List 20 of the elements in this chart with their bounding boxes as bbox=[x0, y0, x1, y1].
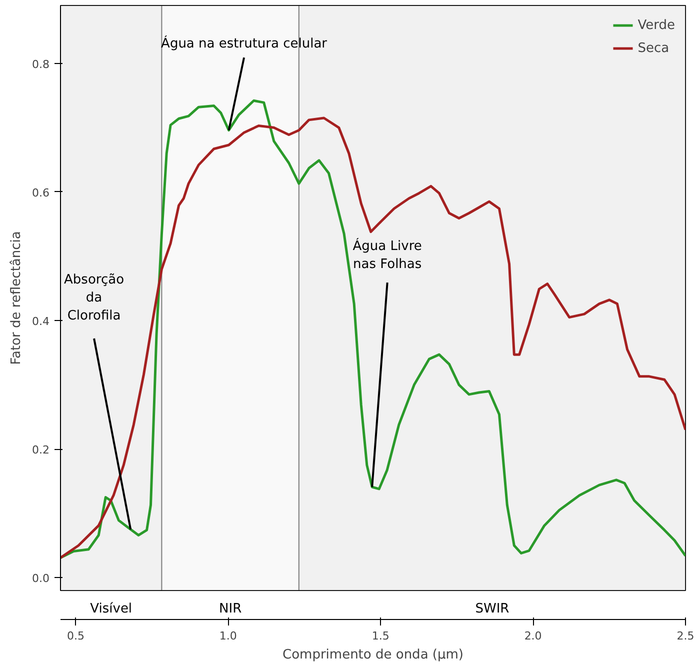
x-tick-label: 2.0 bbox=[524, 630, 542, 642]
band-label: Visível bbox=[90, 602, 132, 616]
y-axis-title: Fator de reflectância bbox=[9, 231, 24, 365]
annotation: Água Livre nas Folhas bbox=[352, 237, 422, 272]
band-label: NIR bbox=[219, 602, 242, 616]
y-tick-label: 0.0 bbox=[32, 572, 50, 586]
legend-label: Seca bbox=[638, 40, 670, 56]
legend-label: Verde bbox=[638, 18, 675, 32]
y-tick-label: 0.6 bbox=[32, 186, 50, 200]
x-tick-label: 1.5 bbox=[372, 630, 390, 642]
x-tick-label: 2.5 bbox=[676, 630, 694, 642]
x-tick-label: 0.5 bbox=[66, 630, 84, 642]
x-axis-title: Comprimento de onda (µm) bbox=[282, 648, 464, 662]
y-tick-label: 0.8 bbox=[32, 58, 50, 71]
x-tick-label: 1.0 bbox=[219, 630, 237, 642]
band-label: SWIR bbox=[475, 602, 510, 616]
y-tick-label: 0.4 bbox=[32, 315, 50, 328]
annotation: Água na estrutura celular bbox=[161, 34, 328, 52]
y-tick-label: 0.2 bbox=[32, 444, 50, 457]
annotation: Absorção da Clorofila bbox=[64, 272, 124, 324]
